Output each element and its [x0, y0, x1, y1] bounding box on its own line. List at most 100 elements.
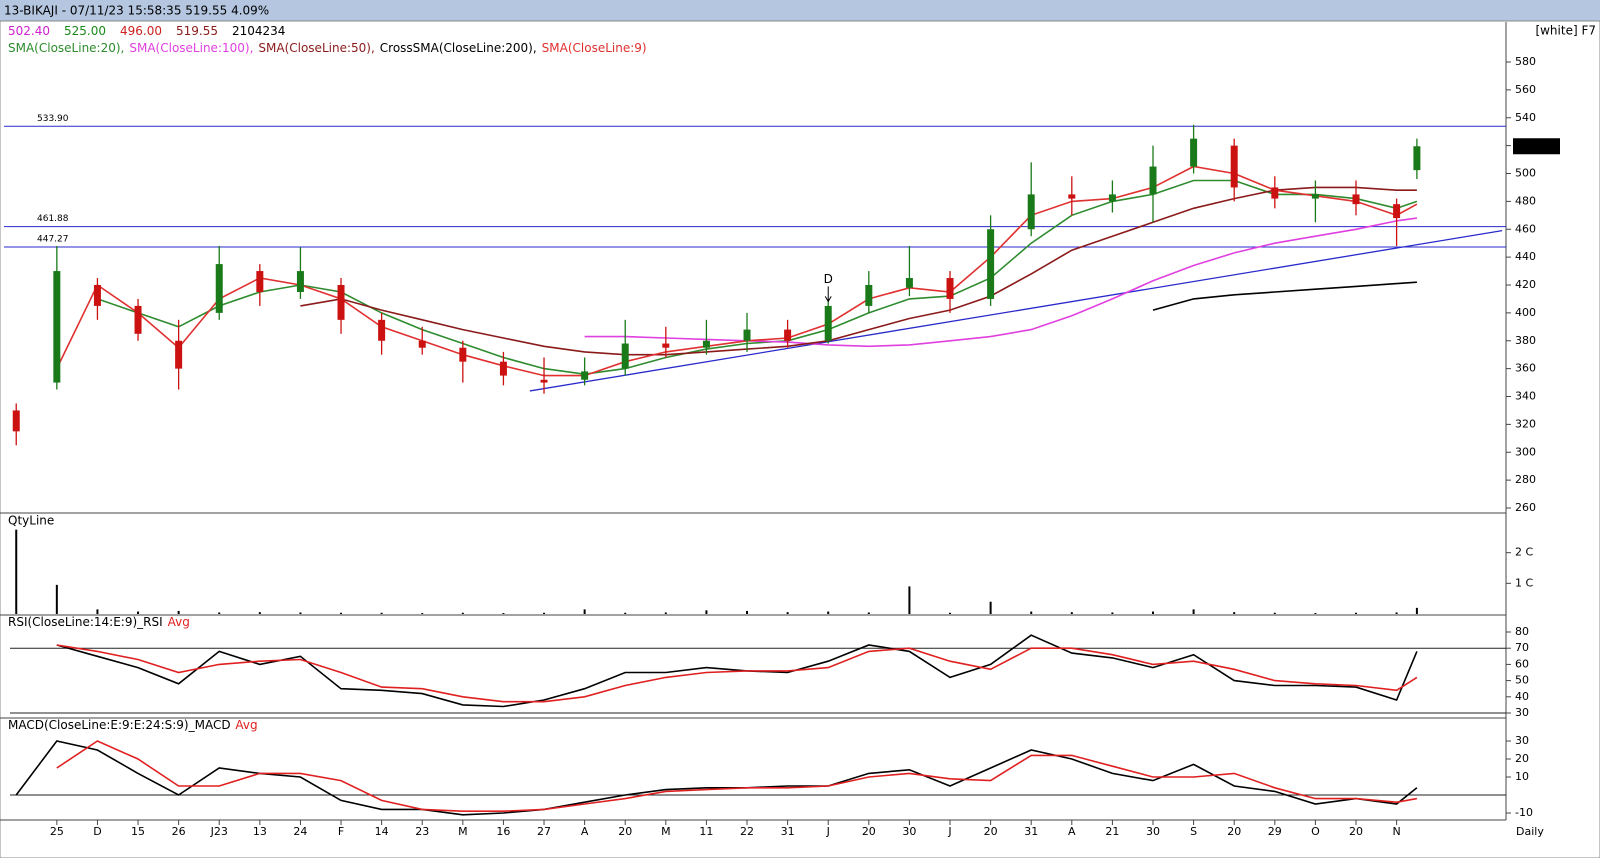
legend: MACD(CloseLine:E:9:E:24:S:9)_MACD Avg — [8, 718, 258, 732]
candle-body — [296, 271, 304, 292]
y-tick-label: 420 — [1515, 278, 1536, 291]
candle-body — [581, 371, 589, 380]
x-tick-label: 31 — [1024, 825, 1038, 838]
volume-bar — [1111, 612, 1114, 614]
volume-bar — [989, 601, 992, 614]
x-tick-label: 15 — [131, 825, 145, 838]
candle-body — [946, 278, 954, 299]
y-tick-label: 380 — [1515, 334, 1536, 347]
candle-body — [53, 271, 61, 383]
volume-bar — [664, 612, 667, 614]
candle-body — [215, 264, 223, 313]
x-tick-label: 30 — [902, 825, 916, 838]
candle-body — [1149, 166, 1157, 195]
y-tick-label: 50 — [1515, 674, 1529, 687]
legend-entry: RSI(CloseLine:14:E:9)_RSI — [8, 615, 163, 629]
chart-title: 13-BIKAJI - 07/11/23 15:58:35 519.55 4.0… — [4, 4, 269, 18]
ohlc-line: 502.40 525.00 496.00 519.55 2104234 — [8, 24, 285, 38]
candle-body — [1352, 194, 1360, 205]
x-tick-label: 24 — [293, 825, 307, 838]
legend-entry: SMA(CloseLine:20), — [8, 41, 124, 55]
level-label: 461.88 — [37, 214, 69, 224]
y-tick-label: 1 C — [1515, 576, 1533, 589]
indicator-line — [300, 186, 1417, 356]
volume-bar — [867, 612, 870, 614]
trendline — [529, 230, 1503, 392]
candle-body — [540, 379, 548, 383]
candle-body — [621, 343, 629, 369]
y-tick-label: 20 — [1515, 752, 1529, 765]
indicator-line — [56, 644, 1418, 703]
y-tick-label: 40 — [1515, 690, 1529, 703]
level-label: 447.27 — [37, 234, 69, 244]
candle-body — [1027, 194, 1035, 230]
candle-body — [702, 340, 710, 348]
indicator-line — [1152, 281, 1417, 311]
volume-bar — [299, 612, 302, 614]
volume-bar — [1415, 607, 1418, 614]
volume-bar — [827, 611, 830, 614]
candle-body — [1413, 146, 1421, 171]
x-tick-label: O — [1311, 825, 1320, 838]
x-tick-label: J — [826, 825, 830, 838]
y-tick-label: 280 — [1515, 473, 1536, 486]
y-tick-label: 30 — [1515, 734, 1529, 747]
x-tick-label: 11 — [699, 825, 713, 838]
legend-entry: Avg — [168, 615, 190, 629]
ohlc-value: 496.00 — [120, 24, 162, 38]
y-tick-label: 320 — [1515, 417, 1536, 430]
candle-body — [1311, 194, 1319, 199]
volume-bar — [1314, 613, 1317, 614]
volume-bar — [96, 609, 99, 614]
volume-bar — [461, 612, 464, 614]
x-tick-label: 22 — [740, 825, 754, 838]
volume-bar — [1152, 611, 1155, 614]
y-tick-label: 480 — [1515, 194, 1536, 207]
legend: RSI(CloseLine:14:E:9)_RSI Avg — [8, 615, 190, 629]
x-tick-label: S — [1190, 825, 1197, 838]
volume-bar — [1233, 612, 1236, 614]
y-tick-label: 260 — [1515, 501, 1536, 514]
x-tick-label: 23 — [415, 825, 429, 838]
x-tick-label: 20 — [1227, 825, 1241, 838]
annotation: D — [824, 272, 833, 286]
volume-bar — [543, 612, 546, 614]
volume-bar — [1273, 612, 1276, 614]
volume-bar — [786, 612, 789, 614]
header-bar — [0, 0, 1600, 21]
candle-body — [1393, 204, 1401, 219]
volume-bar — [583, 609, 586, 614]
last-price-label: 519.55 — [1515, 139, 1557, 153]
volume-bar — [137, 611, 140, 614]
x-tick-label: 21 — [1105, 825, 1119, 838]
candle-body — [824, 305, 832, 341]
candle-body — [499, 361, 507, 376]
volume-bar — [15, 529, 18, 614]
candle-body — [905, 278, 913, 288]
x-unit-label: Daily — [1516, 825, 1544, 838]
ohlc-value: 525.00 — [64, 24, 106, 38]
candle-body — [134, 305, 142, 334]
legend-entry: SMA(CloseLine:100), — [129, 41, 253, 55]
y-tick-label: -10 — [1515, 806, 1533, 819]
ohlc-value: 519.55 — [176, 24, 218, 38]
volume-bar — [1070, 612, 1073, 614]
x-tick-label: 27 — [537, 825, 551, 838]
legend-entry: MACD(CloseLine:E:9:E:24:S:9)_MACD — [8, 718, 230, 732]
x-tick-label: D — [93, 825, 101, 838]
x-tick-label: 16 — [496, 825, 510, 838]
y-tick-label: 540 — [1515, 111, 1536, 124]
volume-bar — [746, 610, 749, 614]
y-tick-label: 360 — [1515, 362, 1536, 375]
x-tick-label: 20 — [618, 825, 632, 838]
volume-bar — [55, 584, 58, 614]
legend-entry: CrossSMA(CloseLine:200), — [380, 41, 537, 55]
x-tick-label: J23 — [210, 825, 228, 838]
x-tick-label: 31 — [781, 825, 795, 838]
x-tick-label: J — [947, 825, 951, 838]
candle-body — [418, 340, 426, 348]
volume-bar — [624, 612, 627, 614]
candle-body — [1230, 145, 1238, 188]
y-tick-label: 10 — [1515, 770, 1529, 783]
x-tick-label: 30 — [1146, 825, 1160, 838]
